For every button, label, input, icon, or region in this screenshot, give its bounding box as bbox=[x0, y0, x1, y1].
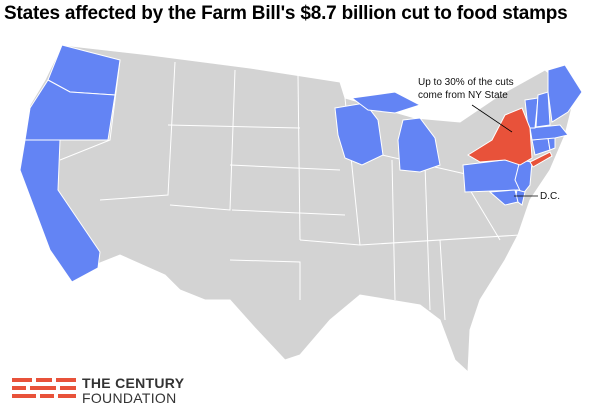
logo-mark-icon bbox=[12, 378, 76, 402]
ny-annotation-line2: come from NY State bbox=[418, 90, 508, 101]
state-california bbox=[19, 139, 101, 283]
logo-line1: THE CENTURY bbox=[82, 375, 185, 391]
ny-leader-line bbox=[471, 104, 513, 133]
logo-text: THE CENTURY FOUNDATION bbox=[82, 376, 184, 406]
state-maryland bbox=[488, 189, 519, 206]
highlighted-states bbox=[467, 107, 553, 168]
state-oregon bbox=[24, 79, 116, 141]
state-new-york bbox=[467, 107, 533, 166]
ny-annotation-line1: Up to 30% of the cuts bbox=[418, 77, 514, 88]
logo-line2: FOUNDATION bbox=[82, 390, 177, 406]
dc-annotation: D.C. bbox=[540, 191, 560, 202]
state-new-hampshire bbox=[535, 91, 551, 128]
ny-annotation: Up to 30% of the cuts come from NY State bbox=[418, 76, 568, 102]
state-massachusetts bbox=[529, 124, 569, 141]
century-foundation-logo: THE CENTURY FOUNDATION bbox=[12, 374, 232, 408]
affected-states bbox=[19, 44, 583, 283]
state-maine bbox=[547, 64, 583, 123]
state-michigan-upper bbox=[350, 91, 422, 114]
state-vermont bbox=[524, 97, 539, 129]
map-title: States affected by the Farm Bill's $8.7 … bbox=[4, 3, 568, 24]
dc-marker bbox=[510, 194, 514, 198]
state-michigan bbox=[397, 117, 441, 173]
state-new-york-long-island bbox=[529, 151, 553, 168]
